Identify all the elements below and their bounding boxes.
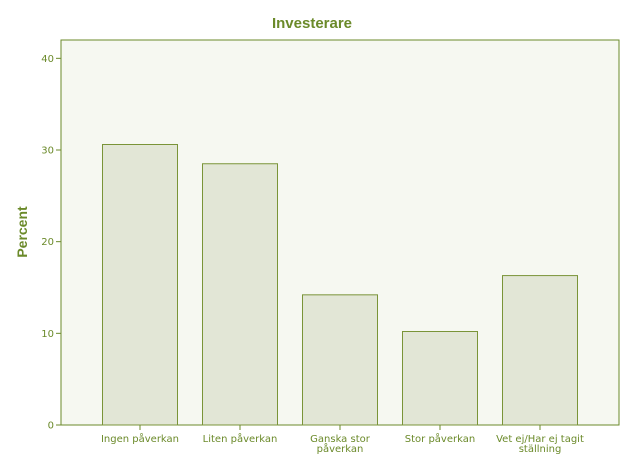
y-tick-label: 30 (41, 146, 54, 157)
x-tick-label: påverkan (317, 442, 364, 455)
y-tick-label: 0 (48, 421, 54, 432)
x-tick-label: Ganska stor (310, 434, 371, 445)
y-tick-label: 10 (41, 329, 54, 340)
y-ticks-group: 0 10 20 30 40 (41, 54, 61, 432)
y-axis-label: Percent (14, 206, 30, 258)
x-tick-label: ställning (519, 444, 562, 455)
y-tick-label: 40 (41, 54, 54, 65)
bar (202, 163, 278, 426)
x-tick-label: Ingen påverkan (101, 432, 179, 445)
x-tick-label: Vet ej/Har ej tagit (496, 434, 584, 445)
y-tick-label: 20 (41, 237, 54, 248)
bars-group (102, 144, 578, 426)
bar (302, 294, 378, 426)
x-ticks-group: Ingen påverkan Liten påverkan Ganska storp… (101, 425, 584, 455)
bar (502, 275, 578, 426)
x-tick-label: Liten påverkan (203, 432, 278, 445)
x-tick-label: Stor påverkan (405, 432, 475, 445)
chart-title: Investerare (272, 15, 352, 32)
bar (102, 144, 178, 426)
bar (402, 331, 478, 426)
